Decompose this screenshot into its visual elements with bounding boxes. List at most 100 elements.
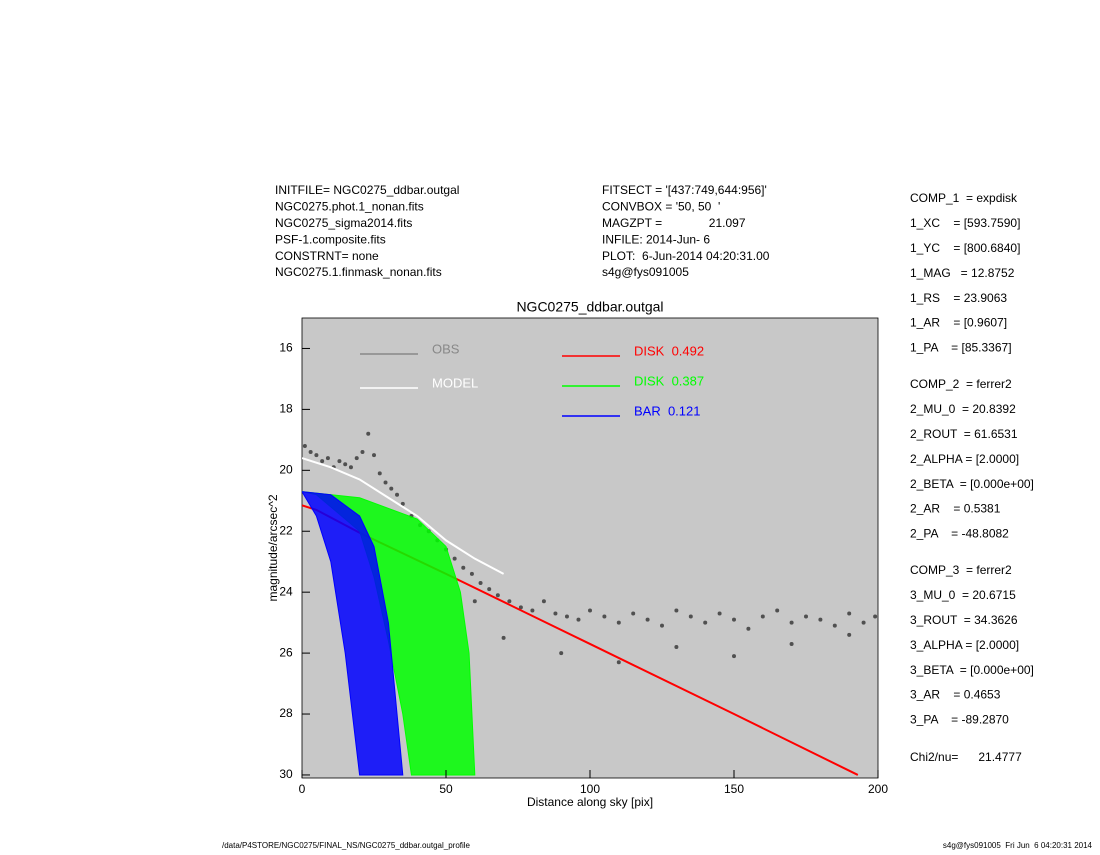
obs-point [616,620,621,625]
obs-point [576,617,581,622]
obs-point [314,453,319,458]
obs-point [377,471,382,476]
obs-point [674,608,679,613]
y-tick-label: 24 [279,584,293,598]
obs-point [302,443,307,448]
plot-area [302,431,878,776]
x-tick-label: 150 [724,782,744,796]
obs-point [495,593,500,598]
header-middle-line: FITSECT = '[437:749,644:956]' [602,183,767,197]
x-tick-label: 200 [868,782,888,796]
y-tick-label: 18 [279,402,293,416]
obs-point [804,614,808,619]
parameter: 2_ROUT = 61.6531 [910,427,1018,441]
legend-label: DISK 0.387 [634,373,704,388]
parameter: 2_PA = -48.8082 [910,527,1009,541]
obs-point [507,599,512,604]
legend-label: DISK 0.492 [634,343,704,358]
parameter: COMP_2 = ferrer2 [910,377,1012,391]
y-axis-label: magnitude/arcsec^2 [266,494,280,601]
obs-point [308,450,313,455]
obs-point [873,614,878,619]
header-left-line: CONSTRNT= none [275,249,379,263]
obs-point [564,614,569,619]
parameter: COMP_1 = expdisk [910,191,1018,205]
obs-point [818,617,823,622]
parameter: COMP_3 = ferrer2 [910,563,1012,577]
obs-point [847,611,852,616]
obs-point [337,459,342,464]
obs-point [452,556,457,561]
obs-point [472,599,477,604]
parameter: 1_RS = 23.9063 [910,291,1007,305]
y-tick-label: 26 [279,645,293,659]
header-left-line: NGC0275_sigma2014.fits [275,216,412,230]
obs-point [660,623,664,628]
y-tick-label: 22 [279,523,293,537]
legend-label: MODEL [432,375,478,390]
obs-point [688,614,693,619]
obs-point [631,611,636,616]
header-middle-line: INFILE: 2014-Jun- 6 [602,232,710,246]
legend-label: OBS [432,341,460,356]
header-left-line: INITFILE= NGC0275_ddbar.outgal [275,183,459,197]
x-tick-label: 50 [439,782,453,796]
obs-point [861,620,866,625]
obs-point [775,608,780,613]
obs-point [832,623,837,628]
obs-point [760,614,765,619]
component-band [302,491,404,776]
obs-point [461,565,466,570]
obs-point [541,599,546,604]
obs-point [717,611,722,616]
header-left-line: NGC0275.1.finmask_nonan.fits [275,265,442,279]
obs-point [530,608,535,613]
obs-point [400,501,405,506]
obs-point [588,608,592,613]
chart-title: NGC0275_ddbar.outgal [516,299,663,315]
y-tick-label: 30 [279,767,293,781]
obs-point [366,431,371,436]
header-left-line: NGC0275.phot.1_nonan.fits [275,200,424,214]
obs-point [487,587,492,592]
parameter: 1_PA = [85.3367] [910,341,1012,355]
obs-point [746,626,751,631]
parameter: 1_XC = [593.7590] [910,216,1020,230]
parameter: 3_AR = 0.4653 [910,688,1001,702]
parameter: 3_ALPHA = [2.0000] [910,638,1019,652]
obs-point [478,581,483,586]
obs-point [501,635,506,640]
y-tick-label: 16 [279,341,293,355]
footer-path: /data/P4STORE/NGC0275/FINAL_NS/NGC0275_d… [222,841,471,850]
obs-point [789,641,794,646]
parameter: 1_AR = [0.9607] [910,316,1007,330]
obs-point [602,614,607,619]
obs-point [645,617,650,622]
obs-point [343,462,348,467]
header-left-line: PSF-1.composite.fits [275,232,386,246]
parameter: 3_MU_0 = 20.6715 [910,588,1016,602]
obs-point [348,465,353,470]
obs-point [325,456,330,461]
obs-point [372,453,376,458]
y-tick-label: 28 [279,706,293,720]
obs-point [789,620,794,625]
parameter: 3_BETA = [0.000e+00] [910,663,1034,677]
parameter: 2_BETA = [0.000e+00] [910,477,1034,491]
x-axis-label: Distance along sky [pix] [527,795,653,809]
profile-line [302,457,505,575]
parameter: 2_AR = 0.5381 [910,502,1001,516]
x-tick-label: 100 [580,782,600,796]
parameter: 2_MU_0 = 20.8392 [910,402,1016,416]
footer-user: s4g@fys091005 Fri Jun 6 04:20:31 2014 [943,841,1093,850]
legend-label: BAR 0.121 [634,403,701,418]
parameter: 3_ROUT = 34.3626 [910,613,1018,627]
parameter: 3_PA = -89.2870 [910,713,1009,727]
parameter: Chi2/nu= 21.4777 [910,750,1022,764]
x-tick-label: 0 [299,782,306,796]
obs-point [360,450,365,455]
header-middle-line: CONVBOX = '50, 50 ' [602,200,720,214]
header-middle-line: MAGZPT = 21.097 [602,216,746,230]
obs-point [674,645,679,650]
